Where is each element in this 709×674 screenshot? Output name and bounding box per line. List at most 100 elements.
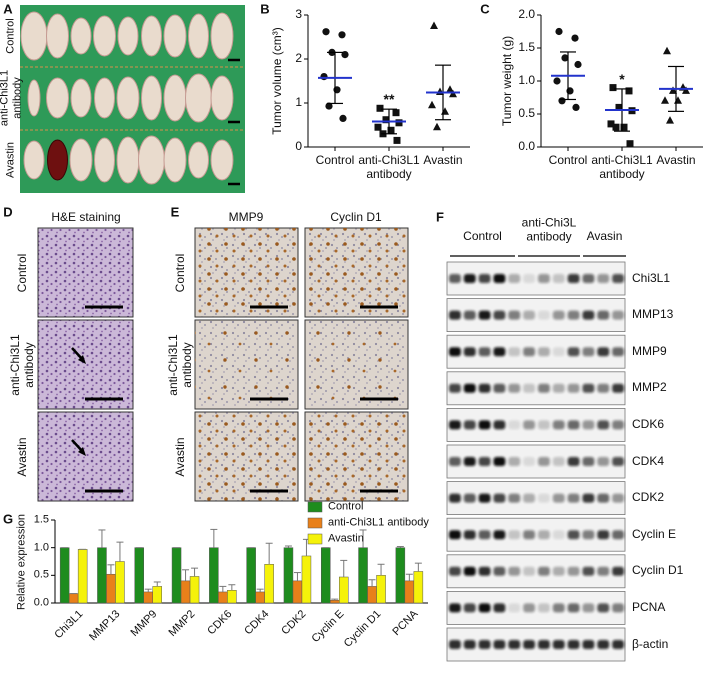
data-point	[620, 123, 628, 131]
row-label: Chi3L1	[632, 270, 671, 285]
y-tick-label: 0	[295, 139, 302, 154]
bar	[339, 576, 349, 604]
tumor	[23, 140, 45, 180]
bar	[358, 547, 368, 604]
bar	[404, 580, 415, 604]
row-label: β-actin	[632, 636, 669, 651]
band	[508, 420, 521, 430]
blot	[446, 627, 626, 662]
band	[493, 530, 506, 540]
band	[463, 457, 476, 466]
band	[567, 640, 580, 649]
band	[449, 420, 461, 430]
data-point	[382, 116, 390, 124]
band	[478, 530, 491, 540]
y-tick-label: 0.0	[33, 596, 49, 609]
band	[463, 566, 476, 576]
tumor	[188, 13, 209, 59]
tumor	[94, 77, 115, 119]
y-tick-label: 1.5	[33, 513, 49, 526]
band	[523, 603, 535, 613]
bar	[264, 564, 274, 604]
row-label: MMP13	[632, 307, 674, 322]
band	[463, 274, 476, 283]
band	[597, 603, 610, 613]
band	[508, 310, 521, 320]
panel-letter: D	[3, 204, 13, 220]
band	[612, 383, 624, 393]
band	[463, 383, 476, 393]
data-point	[666, 116, 674, 124]
data-point	[392, 109, 400, 117]
tumor	[185, 73, 212, 123]
band	[493, 347, 506, 357]
tumor	[188, 141, 209, 179]
band	[552, 347, 565, 357]
band	[493, 493, 506, 503]
band	[508, 274, 521, 283]
band	[538, 493, 550, 503]
band	[612, 566, 624, 576]
band	[478, 383, 491, 393]
band	[508, 383, 521, 393]
row-label: PCNA	[632, 599, 666, 614]
blot	[446, 298, 626, 333]
band	[582, 603, 595, 613]
blot	[446, 334, 626, 369]
ihc-image-stain	[305, 320, 408, 409]
bar	[115, 561, 125, 604]
x-tick-label: Avastin	[423, 153, 463, 167]
data-point	[376, 104, 384, 112]
tumor	[138, 135, 165, 185]
band	[463, 603, 476, 613]
legend-label: anti-Chi3L1 antibody	[328, 516, 429, 529]
row-label: Avastin	[15, 436, 30, 477]
band	[552, 310, 565, 320]
data-point	[661, 96, 669, 104]
band	[523, 493, 535, 503]
band	[523, 457, 535, 466]
bar	[292, 580, 303, 604]
band	[463, 493, 476, 503]
band	[612, 640, 624, 649]
band	[493, 274, 506, 283]
band	[567, 603, 580, 613]
row-label: CDK6	[632, 416, 665, 431]
tumor	[93, 15, 116, 57]
data-point	[374, 123, 382, 131]
band	[463, 347, 476, 357]
tumor	[117, 16, 139, 56]
band	[597, 640, 610, 649]
band	[538, 566, 550, 576]
tumor	[116, 136, 140, 184]
band	[508, 566, 521, 576]
band	[523, 566, 535, 576]
band	[493, 603, 506, 613]
data-point	[428, 100, 436, 109]
bar	[330, 599, 340, 604]
bar	[189, 576, 200, 604]
he-image	[37, 411, 134, 502]
band	[582, 493, 595, 503]
band	[552, 640, 565, 649]
data-point	[393, 136, 401, 144]
band	[523, 347, 535, 357]
band	[612, 530, 624, 540]
data-point	[446, 85, 454, 93]
band	[567, 420, 580, 430]
y-tick-label: 2	[295, 51, 302, 66]
band	[612, 310, 624, 320]
band	[478, 493, 491, 503]
bar	[97, 547, 107, 604]
band	[449, 274, 461, 283]
data-point	[395, 119, 403, 127]
blot	[446, 444, 626, 479]
tumor	[69, 138, 93, 182]
band	[508, 603, 521, 613]
y-tick-label: 0.5	[33, 569, 49, 582]
band	[478, 310, 491, 320]
data-point	[553, 77, 561, 85]
band	[463, 310, 476, 320]
band	[449, 383, 461, 393]
group-label: Avasin	[586, 229, 623, 244]
